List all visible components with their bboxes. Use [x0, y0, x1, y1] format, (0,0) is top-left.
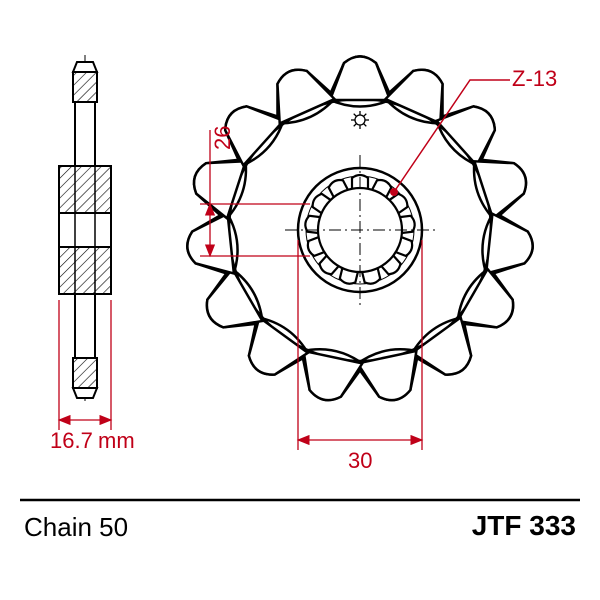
dim-inner-bore: 26 [210, 126, 236, 150]
callout-spline: Z-13 [512, 66, 557, 92]
sprocket-front-view [184, 57, 536, 451]
chain-spec: Chain 50 [24, 512, 128, 543]
part-number: JTF 333 [472, 510, 576, 542]
dim-width-unit: mm [98, 428, 135, 454]
dim-outer-hub: 30 [348, 448, 372, 474]
dim-width-value: 16.7 [50, 428, 93, 454]
side-section-view [59, 55, 111, 430]
